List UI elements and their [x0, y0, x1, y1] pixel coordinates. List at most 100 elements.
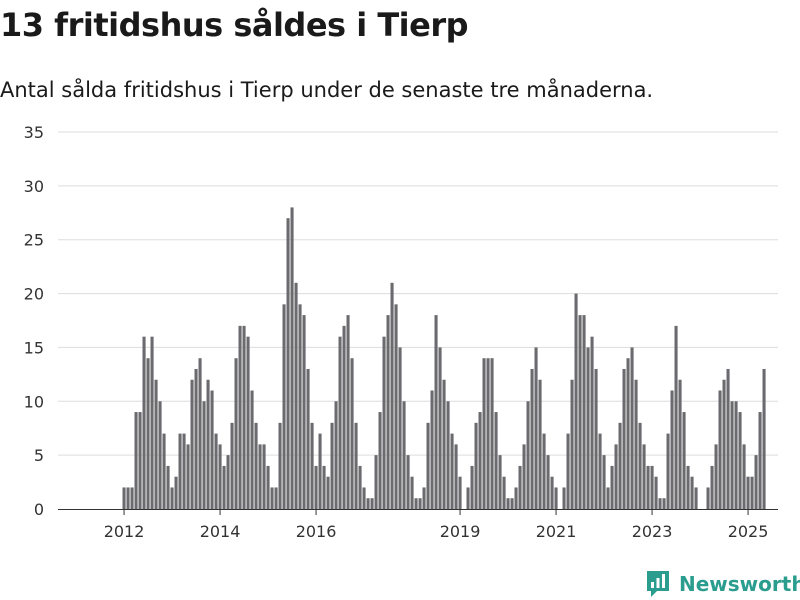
- bar: [262, 444, 266, 509]
- x-tick-label: 2023: [632, 522, 673, 541]
- bar: [706, 487, 710, 509]
- bar: [710, 465, 714, 509]
- bar: [534, 347, 538, 509]
- bar: [158, 401, 162, 509]
- bar: [638, 422, 642, 509]
- bar: [322, 465, 326, 509]
- bar: [650, 465, 654, 509]
- bar: [682, 412, 686, 509]
- bar: [734, 401, 738, 509]
- bar: [618, 422, 622, 509]
- bar: [382, 336, 386, 509]
- bar: [586, 347, 590, 509]
- bar: [122, 487, 126, 509]
- bar: [530, 368, 534, 509]
- bar: [194, 368, 198, 509]
- bar: [474, 422, 478, 509]
- bar: [286, 218, 290, 509]
- bar: [162, 433, 166, 509]
- bar: [450, 433, 454, 509]
- newsworthy-logo-icon: [647, 571, 669, 597]
- bar: [414, 498, 418, 509]
- bar: [342, 325, 346, 509]
- bar: [510, 498, 514, 509]
- bar: [238, 325, 242, 509]
- bar: [622, 368, 626, 509]
- bar: [686, 465, 690, 509]
- newsworthy-logo: Newsworthy: [645, 569, 800, 599]
- bar: [438, 347, 442, 509]
- bar: [758, 412, 762, 509]
- bar: [222, 465, 226, 509]
- bar: [430, 390, 434, 509]
- bar: [234, 358, 238, 509]
- x-tick-label: 2014: [200, 522, 241, 541]
- chart-subtitle: Antal sålda fritidshus i Tierp under de …: [0, 78, 654, 102]
- bar: [610, 465, 614, 509]
- bar: [642, 444, 646, 509]
- y-tick-label: 30: [24, 177, 44, 196]
- bar: [722, 379, 726, 509]
- bar: [406, 455, 410, 509]
- y-tick-label: 15: [24, 338, 44, 357]
- bar: [578, 315, 582, 509]
- bar: [254, 422, 258, 509]
- x-tick-label: 2021: [536, 522, 577, 541]
- bar: [374, 455, 378, 509]
- bar: [326, 476, 330, 509]
- bar: [522, 444, 526, 509]
- annotations: 13: [762, 0, 782, 4]
- bar: [350, 358, 354, 509]
- bar: [598, 433, 602, 509]
- bar: [310, 422, 314, 509]
- bar: [526, 401, 530, 509]
- bar: [662, 498, 666, 509]
- bar: [674, 325, 678, 509]
- bar: [166, 465, 170, 509]
- bar: [398, 347, 402, 509]
- bar: [678, 379, 682, 509]
- bar: [394, 304, 398, 509]
- x-tick-label: 2012: [104, 522, 145, 541]
- bar: [210, 390, 214, 509]
- bar: [694, 487, 698, 509]
- bar: [130, 487, 134, 509]
- bar: [582, 315, 586, 509]
- y-tick-label: 20: [24, 285, 44, 304]
- bar: [742, 444, 746, 509]
- bar: [174, 476, 178, 509]
- bar: [362, 487, 366, 509]
- bar: [666, 433, 670, 509]
- bar: [478, 412, 482, 509]
- y-axis: 0 5 10 15 20 25 30 35: [24, 123, 44, 519]
- bar: [126, 487, 130, 509]
- bar: [494, 412, 498, 509]
- bar: [214, 433, 218, 509]
- bar: [570, 379, 574, 509]
- bar: [594, 368, 598, 509]
- bar: [218, 444, 222, 509]
- bar: [458, 476, 462, 509]
- bar: [602, 455, 606, 509]
- bar: [278, 422, 282, 509]
- bar: [250, 390, 254, 509]
- bar: [606, 487, 610, 509]
- bar: [410, 476, 414, 509]
- bar: [138, 412, 142, 509]
- highlight-data-label: 13: [762, 0, 782, 4]
- bar: [470, 465, 474, 509]
- bar: [550, 476, 554, 509]
- bar: [506, 498, 510, 509]
- bar: [454, 444, 458, 509]
- bar: [750, 476, 754, 509]
- bar: [186, 444, 190, 509]
- bar: [546, 455, 550, 509]
- bar: [146, 358, 150, 509]
- bar: [690, 476, 694, 509]
- x-tick-label: 2025: [728, 522, 769, 541]
- bar: [426, 422, 430, 509]
- bar: [154, 379, 158, 509]
- bar: [306, 368, 310, 509]
- bar: [402, 401, 406, 509]
- bar: [626, 358, 630, 509]
